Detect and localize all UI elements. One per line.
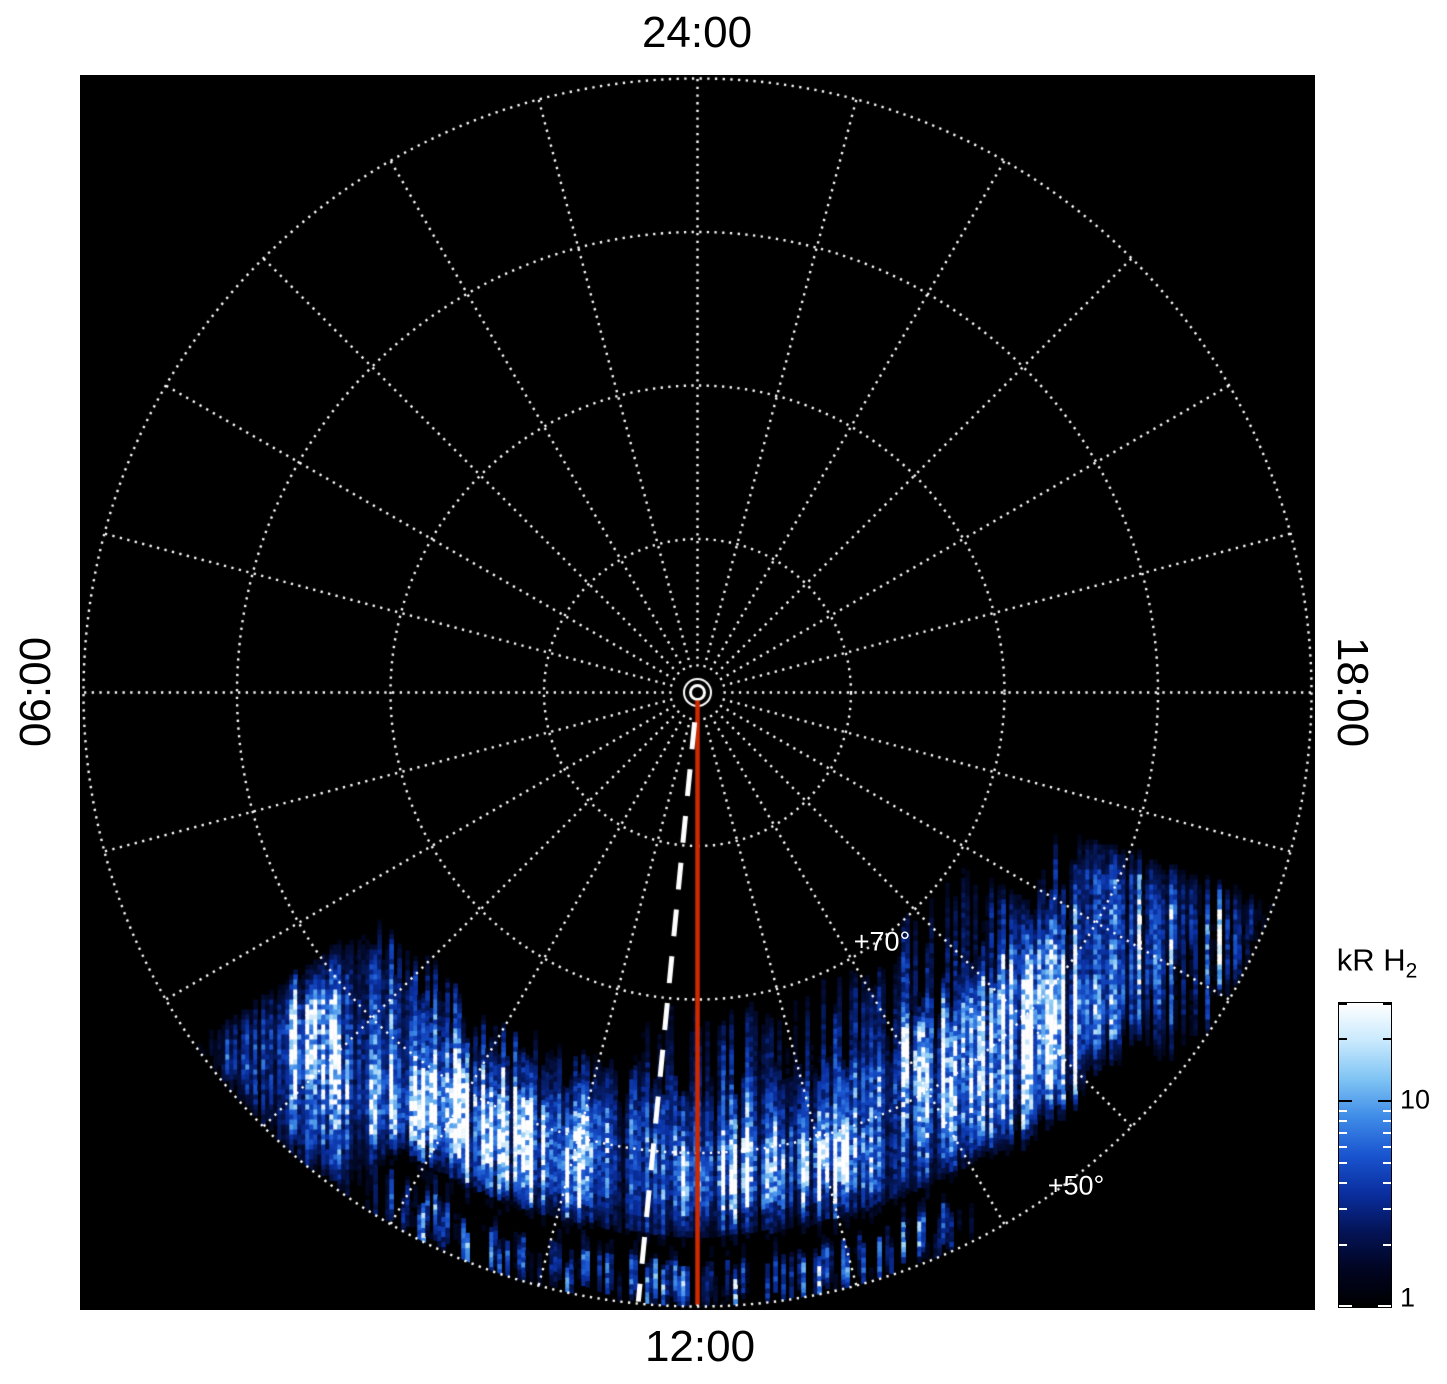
colorbar-tick xyxy=(1339,1207,1347,1210)
colorbar-tick xyxy=(1339,1182,1347,1185)
colorbar-tick xyxy=(1383,1162,1391,1165)
colorbar-tick xyxy=(1339,1109,1347,1112)
local-time-label-0600: 06:00 xyxy=(11,636,60,748)
colorbar-tick xyxy=(1383,1109,1391,1112)
latitude-label-50: +50° xyxy=(1047,1170,1105,1201)
colorbar-tick xyxy=(1339,1305,1352,1307)
colorbar-tick-label-10: 10 xyxy=(1400,1084,1431,1115)
colorbar-tick xyxy=(1339,1244,1347,1247)
colorbar-tick xyxy=(1339,1100,1352,1103)
local-time-label-1800: 18:00 xyxy=(1328,636,1377,748)
aurora-polar-heatmap-canvas xyxy=(80,75,1315,1310)
latitude-label-70: +70° xyxy=(853,926,911,957)
colorbar-title: kR H2 xyxy=(1337,942,1418,983)
colorbar-tick xyxy=(1339,1120,1347,1123)
colorbar-tick xyxy=(1383,1003,1391,1005)
colorbar-title-subscript: 2 xyxy=(1405,959,1418,983)
colorbar-tick xyxy=(1378,1100,1391,1103)
colorbar-tick xyxy=(1339,1003,1347,1005)
colorbar-tick xyxy=(1383,1145,1391,1148)
colorbar-tick xyxy=(1378,1305,1391,1307)
colorbar-tick xyxy=(1383,1132,1391,1135)
colorbar-tick xyxy=(1383,1182,1391,1185)
colorbar-tick xyxy=(1383,1038,1391,1041)
colorbar-tick xyxy=(1339,1162,1347,1165)
colorbar-tick xyxy=(1383,1120,1391,1123)
colorbar-tick xyxy=(1339,1145,1347,1148)
local-time-label-2400: 24:00 xyxy=(641,8,753,57)
colorbar-tick xyxy=(1383,1207,1391,1210)
colorbar-tick xyxy=(1339,1038,1347,1041)
colorbar-tick xyxy=(1339,1132,1347,1135)
colorbar-title-main: kR H xyxy=(1336,942,1406,978)
polar-plot xyxy=(80,75,1315,1310)
colorbar xyxy=(1338,1002,1392,1308)
colorbar-tick-label-1: 1 xyxy=(1400,1282,1416,1313)
colorbar-tick xyxy=(1383,1244,1391,1247)
local-time-label-1200: 12:00 xyxy=(644,1322,756,1371)
